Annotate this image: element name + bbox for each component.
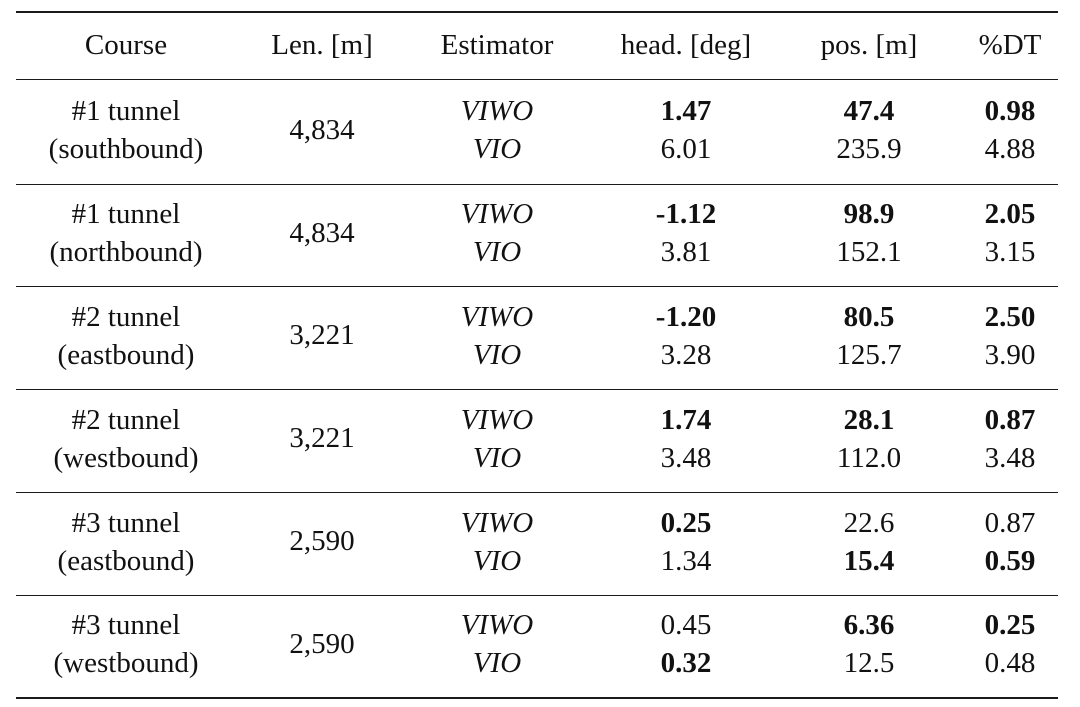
table-bottom-rule (16, 697, 1058, 699)
estimator-name: VIO (472, 338, 522, 371)
course-name: #1 tunnel (71, 95, 181, 127)
header-heading-error: head. [deg] (620, 29, 752, 61)
course-direction: (eastbound) (57, 338, 195, 371)
estimator-name: VIO (472, 647, 522, 679)
header-length: Len. [m] (271, 29, 373, 61)
course-name: #1 tunnel (71, 198, 181, 230)
heading-error-value: 1.74 (660, 403, 712, 436)
estimator-name: VIWO (460, 300, 534, 333)
course-length: 4,834 (289, 216, 355, 249)
estimator-name: VIWO (460, 198, 534, 230)
heading-error-value: 0.45 (660, 609, 712, 641)
percent-dt-value: 3.90 (984, 338, 1036, 371)
percent-dt-value: 2.50 (984, 300, 1036, 333)
heading-error-value: 0.25 (660, 506, 712, 539)
estimator-name: VIO (472, 133, 522, 165)
course-direction: (westbound) (53, 441, 199, 474)
position-error-value: 98.9 (843, 198, 895, 230)
header-position-error: pos. [m] (820, 29, 918, 61)
row-separator-rule (16, 184, 1058, 185)
position-error-value: 80.5 (843, 300, 895, 333)
estimator-name: VIWO (460, 506, 534, 539)
header-course: Course (84, 29, 168, 61)
percent-dt-value: 2.05 (984, 198, 1036, 230)
course-length: 3,221 (289, 422, 355, 454)
heading-error-value: 1.34 (660, 544, 712, 577)
header-percent-dt: %DT (978, 29, 1042, 61)
course-name: #3 tunnel (71, 506, 181, 539)
heading-error-value: 3.81 (660, 236, 712, 268)
position-error-value: 28.1 (843, 403, 895, 436)
position-error-value: 22.6 (843, 506, 895, 539)
position-error-value: 235.9 (836, 133, 902, 165)
heading-error-value: -1.20 (655, 300, 717, 333)
percent-dt-value: 0.98 (984, 95, 1036, 127)
estimator-name: VIO (472, 544, 522, 577)
course-length: 4,834 (289, 113, 355, 146)
estimator-name: VIO (472, 441, 522, 474)
table-header-rule (16, 79, 1058, 80)
heading-error-value: 6.01 (660, 133, 712, 165)
percent-dt-value: 0.25 (984, 609, 1036, 641)
position-error-value: 125.7 (836, 338, 902, 371)
heading-error-value: 1.47 (660, 95, 712, 127)
position-error-value: 152.1 (836, 236, 902, 268)
percent-dt-value: 0.48 (984, 647, 1036, 679)
percent-dt-value: 0.87 (984, 403, 1036, 436)
course-name: #3 tunnel (71, 609, 181, 641)
position-error-value: 12.5 (843, 647, 895, 679)
header-estimator: Estimator (440, 29, 554, 61)
row-separator-rule (16, 286, 1058, 287)
position-error-value: 6.36 (843, 609, 895, 641)
position-error-value: 15.4 (843, 544, 895, 577)
percent-dt-value: 0.87 (984, 506, 1036, 539)
percent-dt-value: 0.59 (984, 544, 1036, 577)
percent-dt-value: 3.48 (984, 441, 1036, 474)
position-error-value: 112.0 (836, 441, 902, 474)
course-direction: (eastbound) (57, 544, 195, 577)
course-direction: (westbound) (53, 647, 199, 679)
course-name: #2 tunnel (71, 403, 181, 436)
heading-error-value: -1.12 (655, 198, 717, 230)
course-name: #2 tunnel (71, 300, 181, 333)
heading-error-value: 3.48 (660, 441, 712, 474)
estimator-name: VIWO (460, 403, 534, 436)
course-length: 2,590 (289, 525, 355, 557)
row-separator-rule (16, 389, 1058, 390)
heading-error-value: 3.28 (660, 338, 712, 371)
row-separator-rule (16, 492, 1058, 493)
table-top-rule (16, 11, 1058, 13)
estimator-name: VIO (472, 236, 522, 268)
position-error-value: 47.4 (843, 95, 895, 127)
course-length: 2,590 (289, 627, 355, 660)
percent-dt-value: 3.15 (984, 236, 1036, 268)
percent-dt-value: 4.88 (984, 133, 1036, 165)
course-length: 3,221 (289, 319, 355, 351)
course-direction: (southbound) (48, 133, 204, 165)
heading-error-value: 0.32 (660, 647, 712, 679)
row-separator-rule (16, 595, 1058, 596)
estimator-name: VIWO (460, 95, 534, 127)
estimator-name: VIWO (460, 609, 534, 641)
course-direction: (northbound) (49, 236, 203, 268)
